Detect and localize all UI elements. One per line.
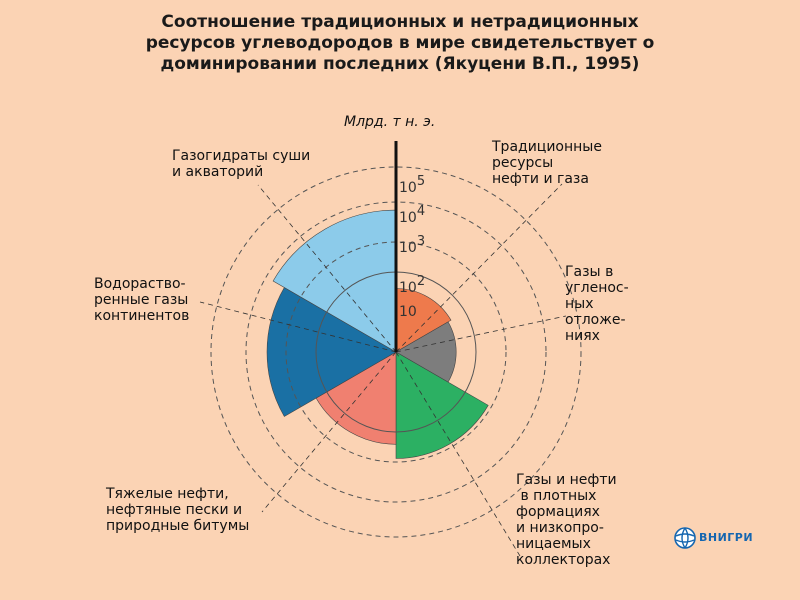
logo-text: ВНИГРИ <box>699 531 754 544</box>
unit-label: Млрд. т н. э. <box>344 114 435 130</box>
page-title: Соотношение традиционных и нетрадиционны… <box>90 12 710 75</box>
sector-5 <box>266 287 397 417</box>
tick-label: 103 <box>399 234 425 256</box>
tick-label: 10 <box>399 304 417 320</box>
category-label-4: Тяжелые нефти, нефтяные пески и природные … <box>105 486 249 534</box>
category-label-6: Газогидраты суши и акваторий <box>172 148 310 180</box>
leader-line <box>395 183 563 353</box>
sector-3 <box>395 351 489 459</box>
sector-6 <box>272 209 397 353</box>
sector-1 <box>395 288 452 353</box>
grid-ring <box>210 166 582 538</box>
vnigri-logo: ВНИГРИ <box>674 527 764 549</box>
leader-line <box>257 184 397 353</box>
chart-leader-lines <box>199 183 567 557</box>
category-label-5: Водораство-ренные газы континентов <box>94 276 189 324</box>
title-line: ресурсов углеводородов в мире свидетельс… <box>145 33 655 53</box>
tick-label: 102 <box>399 274 425 296</box>
category-label-3: Газы и нефти в плотных формациях и низкопр… <box>516 472 617 568</box>
leader-line <box>395 315 567 353</box>
chart-sectors <box>266 209 489 459</box>
leader-line <box>261 351 397 513</box>
globe-icon <box>674 527 696 549</box>
category-label-1: Традиционные ресурсы нефти и газа <box>491 139 602 187</box>
title-line: доминировании последних (Якуцени В.П., 1… <box>160 54 640 74</box>
sector-4 <box>315 351 397 445</box>
tick-label: 105 <box>399 174 425 196</box>
leader-line <box>395 351 521 557</box>
leader-line <box>199 301 397 353</box>
sector-2 <box>395 321 457 383</box>
category-label-2: Газы в угленос-ных отложе-ниях <box>565 264 629 344</box>
title-line: Соотношение традиционных и нетрадиционны… <box>161 12 639 32</box>
chart-tick-labels: 10 102 103 104 105 <box>399 174 425 320</box>
tick-label: 104 <box>399 204 425 226</box>
chart-category-labels: Традиционные ресурсы нефти и газа Газы в угл… <box>94 139 629 568</box>
